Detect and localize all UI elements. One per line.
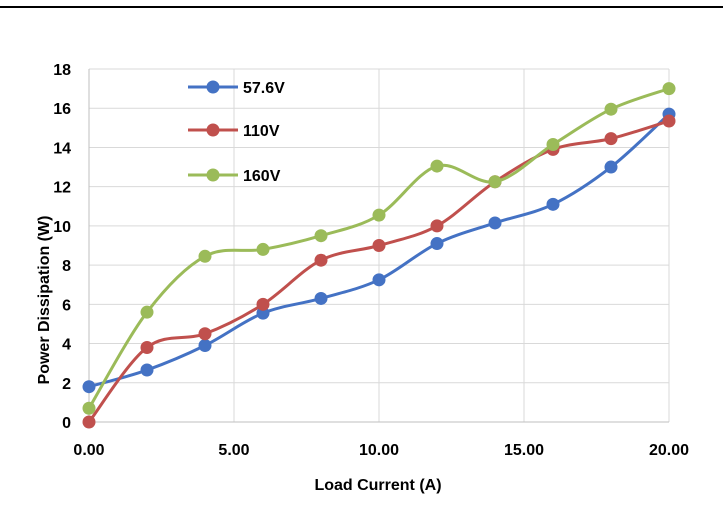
data-point-110V-18 <box>604 132 618 146</box>
data-point-57.6V-10 <box>372 273 386 287</box>
series-110V <box>82 114 676 429</box>
y-tick-label-8: 8 <box>62 258 71 275</box>
data-point-57.6V-18 <box>604 160 618 174</box>
legend-marker-110V <box>206 123 220 137</box>
data-point-57.6V-16 <box>546 197 560 211</box>
x-axis-title: Load Current (A) <box>314 477 441 494</box>
legend-marker-160V <box>206 168 220 182</box>
y-tick-label-10: 10 <box>53 219 71 236</box>
x-tick-label-10.00: 10.00 <box>359 442 399 459</box>
data-point-110V-20 <box>662 114 676 128</box>
data-point-160V-4 <box>198 249 212 263</box>
data-point-160V-0 <box>82 401 96 415</box>
data-point-110V-4 <box>198 327 212 341</box>
data-point-110V-10 <box>372 239 386 252</box>
data-point-57.6V-14 <box>488 216 502 230</box>
y-tick-label-16: 16 <box>53 101 71 118</box>
x-tick-label-20.00: 20.00 <box>649 442 689 459</box>
data-point-110V-6 <box>256 297 270 311</box>
x-tick-label-15.00: 15.00 <box>504 442 544 459</box>
y-tick-label-0: 0 <box>62 415 71 432</box>
data-point-160V-14 <box>488 175 502 189</box>
data-point-57.6V-2 <box>140 363 154 377</box>
data-point-160V-6 <box>256 242 270 256</box>
legend: 57.6V 110V 160V <box>188 80 285 185</box>
y-tick-label-14: 14 <box>53 140 71 157</box>
y-tick-label-4: 4 <box>62 337 71 354</box>
data-point-160V-18 <box>604 102 618 116</box>
data-point-110V-2 <box>140 340 154 354</box>
data-point-160V-12 <box>430 159 444 173</box>
data-point-57.6V-12 <box>430 237 444 251</box>
data-point-110V-12 <box>430 219 444 233</box>
data-point-160V-8 <box>314 229 328 243</box>
x-tick-label-5.00: 5.00 <box>218 442 249 459</box>
grid-layer <box>89 68 670 422</box>
series-160V <box>82 82 676 415</box>
data-point-110V-8 <box>314 253 328 267</box>
series-layer <box>82 82 676 429</box>
data-point-160V-20 <box>662 82 676 96</box>
data-point-57.6V-8 <box>314 291 328 305</box>
data-point-160V-2 <box>140 305 154 319</box>
data-point-57.6V-0 <box>82 380 96 394</box>
legend-label-160V: 160V <box>243 168 281 185</box>
data-point-57.6V-4 <box>198 339 212 353</box>
data-point-160V-16 <box>546 138 560 152</box>
legend-label-110V: 110V <box>243 123 280 140</box>
y-tick-label-12: 12 <box>53 180 71 197</box>
y-tick-label-18: 18 <box>53 62 71 79</box>
y-tick-label-2: 2 <box>62 376 71 393</box>
x-tick-label-0.00: 0.00 <box>73 442 104 459</box>
y-axis-title: Power Dissipation (W) <box>36 216 53 385</box>
y-tick-label-6: 6 <box>62 297 71 314</box>
top-border-rule <box>0 6 723 8</box>
data-point-160V-10 <box>372 208 386 222</box>
legend-label-57.6V: 57.6V <box>243 80 285 97</box>
legend-marker-57.6V <box>206 80 220 94</box>
axis-layer: 0 2 4 6 8 10 12 14 16 18 0.00 5.00 10.00 15.00 20.00 <box>53 62 689 459</box>
data-point-110V-0 <box>82 415 96 429</box>
